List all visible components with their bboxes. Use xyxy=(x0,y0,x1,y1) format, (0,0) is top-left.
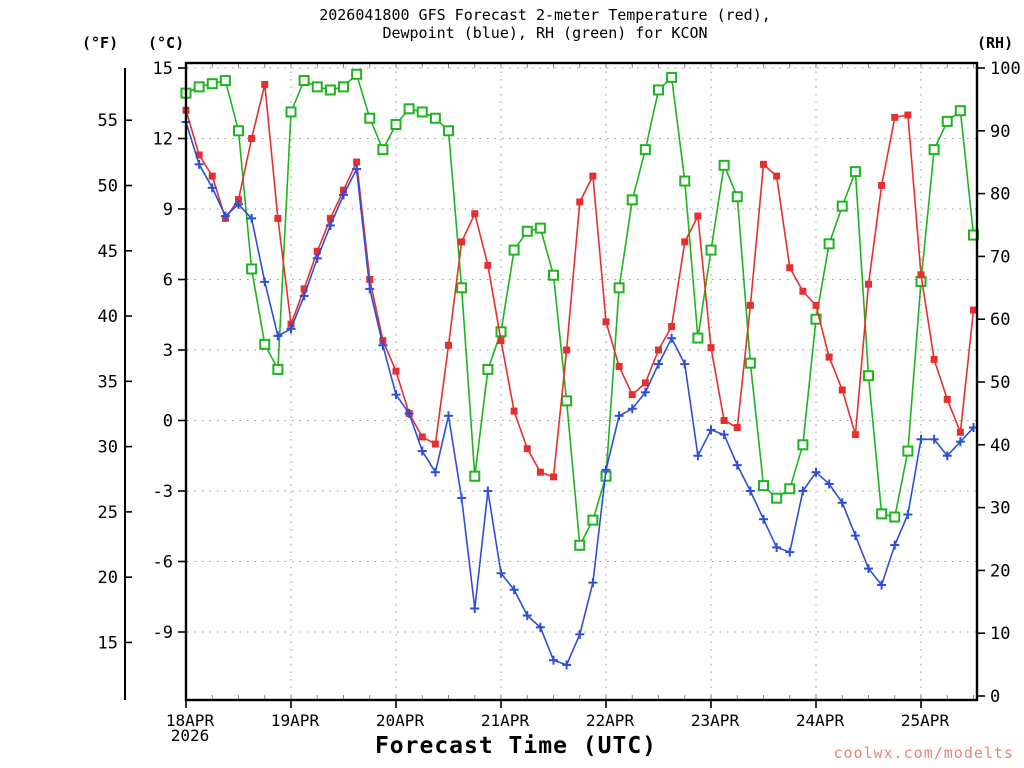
plot-frame xyxy=(184,61,979,702)
minor-ticks xyxy=(211,64,974,699)
svg-text:20: 20 xyxy=(98,568,118,588)
x-axis-year: 2026 xyxy=(170,726,210,745)
svg-text:20: 20 xyxy=(990,561,1010,581)
svg-text:55: 55 xyxy=(98,111,118,131)
svg-text:70: 70 xyxy=(990,247,1010,267)
svg-text:80: 80 xyxy=(990,185,1010,205)
svg-text:3: 3 xyxy=(163,341,173,361)
svg-text:40: 40 xyxy=(98,307,118,327)
svg-text:6: 6 xyxy=(163,271,173,291)
temperature-line xyxy=(182,80,977,481)
svg-text:60: 60 xyxy=(990,310,1010,330)
chart-title-line1: 2026041800 GFS Forecast 2-meter Temperat… xyxy=(319,6,771,24)
fahrenheit-axis-label: (°F) xyxy=(82,34,119,52)
svg-text:15: 15 xyxy=(153,59,173,79)
x-axis-title: Forecast Time (UTC) xyxy=(374,733,658,759)
svg-text:24APR: 24APR xyxy=(796,711,845,730)
svg-text:50: 50 xyxy=(98,177,118,197)
svg-text:35: 35 xyxy=(98,372,118,392)
svg-text:25: 25 xyxy=(98,503,118,523)
svg-text:10: 10 xyxy=(990,624,1010,644)
svg-text:12: 12 xyxy=(153,130,173,150)
watermark: coolwx.com/modelts xyxy=(833,744,1014,762)
svg-text:19APR: 19APR xyxy=(271,711,320,730)
svg-text:100: 100 xyxy=(990,59,1021,79)
svg-text:22APR: 22APR xyxy=(586,711,635,730)
celsius-axis-label: (°C) xyxy=(148,34,185,52)
svg-text:25APR: 25APR xyxy=(901,711,950,730)
svg-text:18APR: 18APR xyxy=(166,711,215,730)
rh-line xyxy=(180,68,979,551)
dewpoint-line xyxy=(181,117,978,670)
svg-text:90: 90 xyxy=(990,122,1010,142)
svg-text:30: 30 xyxy=(990,499,1010,519)
svg-text:15: 15 xyxy=(98,633,118,653)
svg-text:-3: -3 xyxy=(153,482,173,502)
svg-text:0: 0 xyxy=(990,687,1000,707)
svg-text:45: 45 xyxy=(98,242,118,262)
svg-text:9: 9 xyxy=(163,200,173,220)
axis-tick-labels: 15129630-3-6-910090807060504030201005550… xyxy=(98,59,1021,730)
gridlines xyxy=(187,64,976,699)
rh-axis-label: (RH) xyxy=(977,34,1014,52)
svg-text:20APR: 20APR xyxy=(376,711,425,730)
chart-title: 2026041800 GFS Forecast 2-meter Temperat… xyxy=(0,6,1024,42)
chart-title-line2: Dewpoint (blue), RH (green) for KCON xyxy=(382,24,708,42)
svg-text:0: 0 xyxy=(163,412,173,432)
svg-text:-9: -9 xyxy=(153,623,173,643)
svg-text:21APR: 21APR xyxy=(481,711,530,730)
svg-text:-6: -6 xyxy=(153,553,173,573)
axis-ticks xyxy=(125,67,985,708)
svg-text:40: 40 xyxy=(990,436,1010,456)
svg-text:50: 50 xyxy=(990,373,1010,393)
svg-text:23APR: 23APR xyxy=(691,711,740,730)
svg-text:30: 30 xyxy=(98,438,118,458)
